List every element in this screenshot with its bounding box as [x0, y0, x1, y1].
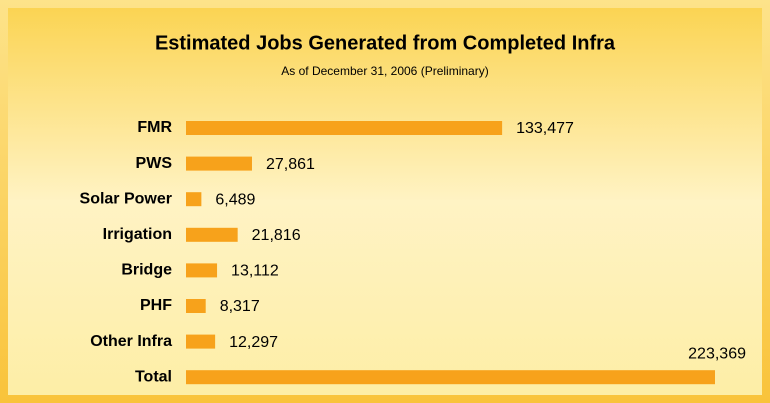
bar [186, 227, 238, 242]
value-label: 223,369 [688, 345, 746, 362]
bar [186, 121, 503, 135]
category-label: Irrigation [103, 226, 172, 243]
bar [186, 370, 715, 385]
chart-title: Estimated Jobs Generated from Completed … [155, 32, 616, 54]
value-label: 12,297 [229, 334, 278, 351]
value-label: 21,816 [252, 227, 301, 244]
value-label: 13,112 [231, 263, 279, 280]
category-label: Bridge [121, 262, 172, 279]
value-label: 133,477 [516, 120, 574, 137]
value-label: 8,317 [220, 298, 260, 315]
category-label: PWS [136, 155, 173, 172]
bar [186, 156, 252, 171]
category-label: Solar Power [80, 190, 172, 207]
plot-panel [8, 8, 762, 395]
category-label: Other Infra [90, 333, 172, 350]
bar [186, 192, 202, 207]
category-label: FMR [137, 119, 172, 136]
bar [186, 263, 218, 278]
bar [186, 334, 216, 349]
category-label: Total [135, 368, 172, 385]
chart-subtitle: As of December 31, 2006 (Preliminary) [281, 64, 488, 78]
value-label: 27,861 [266, 156, 315, 173]
category-label: PHF [140, 297, 172, 314]
value-label: 6,489 [215, 191, 255, 208]
bar [186, 299, 206, 313]
